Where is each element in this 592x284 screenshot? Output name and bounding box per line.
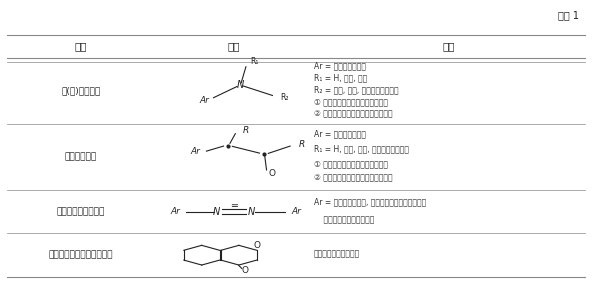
Text: 结构: 结构 <box>228 41 240 51</box>
Text: ② 与氨基相同的芳环上有磺酸基取代: ② 与氨基相同的芳环上有磺酸基取代 <box>314 110 392 119</box>
Text: Ar = 芳香环或芳杂环: Ar = 芳香环或芳杂环 <box>314 62 366 70</box>
Text: Ar: Ar <box>170 207 180 216</box>
Text: Ar = 芳香环或芳杂环: Ar = 芳香环或芳杂环 <box>314 130 366 139</box>
Text: N: N <box>236 80 244 90</box>
Text: 含有该结构的任何物质: 含有该结构的任何物质 <box>314 249 360 258</box>
Text: 备注: 备注 <box>443 41 455 51</box>
Text: R₁: R₁ <box>250 57 259 66</box>
Text: O: O <box>253 241 260 250</box>
Text: R₁ = H, 甲基, 乙基, 但以下情况除外：: R₁ = H, 甲基, 乙基, 但以下情况除外： <box>314 144 408 153</box>
Text: Ar = 芳香环或芳杂环, 与偶氮基相连的芳环上同时: Ar = 芳香环或芳杂环, 与偶氮基相连的芳环上同时 <box>314 197 426 206</box>
Text: 名称: 名称 <box>75 41 87 51</box>
Text: N: N <box>213 206 220 217</box>
Text: R₂: R₂ <box>280 93 288 102</box>
Text: ═: ═ <box>231 201 237 211</box>
Text: ① 邻位双取代或邻位有羧基取代；: ① 邻位双取代或邻位有羧基取代； <box>314 98 388 106</box>
Text: 芳胺的酰化物: 芳胺的酰化物 <box>65 152 97 161</box>
Text: N: N <box>248 206 255 217</box>
Text: 续表 1: 续表 1 <box>558 10 579 20</box>
Text: Ar: Ar <box>291 207 301 216</box>
Text: O: O <box>269 169 276 178</box>
Text: R: R <box>299 140 305 149</box>
Text: ② 与氨基相同的芳环上有磺酸基取代: ② 与氨基相同的芳环上有磺酸基取代 <box>314 174 392 183</box>
Text: Ar: Ar <box>191 147 201 156</box>
Text: 有磺酸基取代的情况除外: 有磺酸基取代的情况除外 <box>314 215 374 224</box>
Text: （呋喃并）香豆素类衍生物: （呋喃并）香豆素类衍生物 <box>49 251 113 260</box>
Text: 单(双)取代芳胺: 单(双)取代芳胺 <box>62 86 101 95</box>
Text: 芳基取代的偶氮化物: 芳基取代的偶氮化物 <box>57 207 105 216</box>
Text: R₂ = 甲基, 乙基, 但以下情况除外：: R₂ = 甲基, 乙基, 但以下情况除外： <box>314 85 398 95</box>
Text: Ar: Ar <box>200 96 210 105</box>
Text: ① 邻位双取代或邻位有羧基取代；: ① 邻位双取代或邻位有羧基取代； <box>314 159 388 168</box>
Text: O: O <box>241 266 248 275</box>
Text: R₁ = H, 甲基, 乙基: R₁ = H, 甲基, 乙基 <box>314 74 367 83</box>
Text: R: R <box>243 126 249 135</box>
